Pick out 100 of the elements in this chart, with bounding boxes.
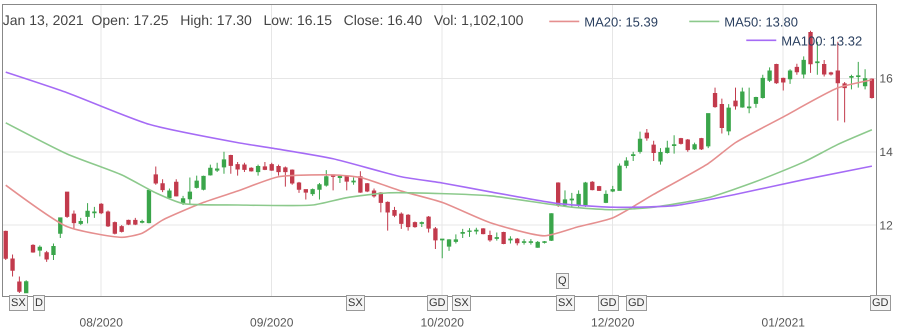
candlestick [658, 148, 663, 166]
candlestick [378, 192, 384, 213]
candlestick [870, 78, 874, 100]
text: Jan 13, 2021 Open: 17.25 High: 17.30 Low: 16.15 Close: 16.40 Vol: 1,102,100 [2, 12, 524, 28]
candlestick [426, 216, 431, 234]
candlestick [420, 221, 424, 228]
y-tick-label: 14 [879, 144, 894, 159]
candlestick [774, 63, 779, 84]
candlestick [99, 202, 104, 215]
candlestick [208, 164, 213, 176]
candlestick [754, 96, 758, 108]
legend-label: MA20: 15.39 [584, 14, 658, 30]
candlestick [385, 200, 390, 232]
candlestick [692, 142, 697, 150]
candlestick [794, 63, 800, 76]
candlestick [617, 163, 622, 191]
candlestick [338, 174, 342, 184]
x-tick-label: 12/2020 [591, 315, 635, 330]
candlestick [665, 140, 670, 154]
candlestick [92, 206, 97, 218]
candlestick [222, 151, 226, 174]
candlestick [38, 244, 42, 257]
candlestick [781, 77, 786, 91]
candlestick [678, 137, 684, 145]
candlestick [256, 164, 260, 176]
candlestick [296, 181, 302, 194]
legend-label: MA50: 13.80 [724, 14, 798, 30]
candlestick [856, 61, 860, 88]
text: SX [348, 297, 364, 309]
candlestick [392, 206, 397, 218]
candlestick [644, 128, 650, 142]
candlestick [188, 176, 192, 206]
candlestick [706, 112, 710, 149]
line-series [4, 71, 873, 208]
candlestick [85, 202, 90, 224]
candlestick [440, 238, 444, 259]
x-tick-label: 10/2020 [420, 315, 464, 330]
line-series [4, 79, 873, 238]
text: SX [454, 297, 470, 309]
candlestick [317, 182, 322, 200]
candlestick [64, 192, 70, 218]
candlestick [235, 162, 240, 176]
candlestick [133, 217, 138, 226]
candlestick [454, 234, 458, 244]
candlestick [201, 175, 206, 191]
candlestick [712, 87, 718, 108]
candlestick [515, 238, 520, 246]
candlestick [720, 98, 724, 134]
candlestick [733, 87, 738, 110]
candlestick [596, 185, 602, 192]
text: GD [872, 297, 889, 309]
candlestick [51, 243, 56, 261]
candlestick [228, 154, 233, 174]
candlestick [672, 134, 676, 154]
candlestick [17, 276, 22, 294]
candlestick [802, 56, 806, 79]
candlestick [433, 226, 438, 250]
candlestick [604, 190, 608, 204]
candlestick [474, 227, 478, 235]
candlestick [631, 151, 636, 162]
candlestick [174, 178, 178, 198]
candlestick [262, 162, 268, 171]
candlestick [412, 221, 418, 228]
candlestick [358, 170, 363, 194]
candlestick [501, 231, 506, 245]
candlestick [740, 87, 744, 108]
candlestick [542, 240, 547, 244]
candlestick [78, 217, 83, 226]
candlestick [570, 192, 574, 208]
candlestick [310, 188, 315, 196]
candlestick [351, 176, 356, 186]
x-tick-label: 01/2021 [762, 315, 806, 330]
candlestick [304, 188, 308, 200]
candlestick [283, 166, 288, 188]
text: SX [558, 297, 574, 309]
candlestick [112, 221, 118, 235]
candlestick [276, 164, 281, 176]
candlestick [140, 219, 144, 224]
candlestick [242, 162, 247, 172]
candlestick [460, 228, 465, 239]
x-tick-label: 09/2020 [250, 315, 294, 330]
candlestick [24, 280, 28, 294]
candlestick [344, 175, 349, 191]
candlestick [610, 185, 615, 193]
annotation: Q [558, 275, 567, 287]
x-tick-label: 08/2020 [80, 315, 124, 330]
candlestick [194, 175, 199, 189]
candlestick [767, 66, 772, 83]
candlestick [726, 104, 731, 136]
candlestick [528, 238, 534, 246]
candlestick [146, 190, 152, 224]
candlestick [508, 236, 513, 244]
line-series [4, 122, 873, 211]
candlestick [249, 166, 254, 172]
candlestick [849, 74, 854, 90]
candlestick [822, 60, 826, 78]
candlestick [120, 224, 124, 234]
candlestick [522, 238, 526, 246]
candlestick [214, 162, 220, 172]
text: SX [11, 297, 26, 309]
